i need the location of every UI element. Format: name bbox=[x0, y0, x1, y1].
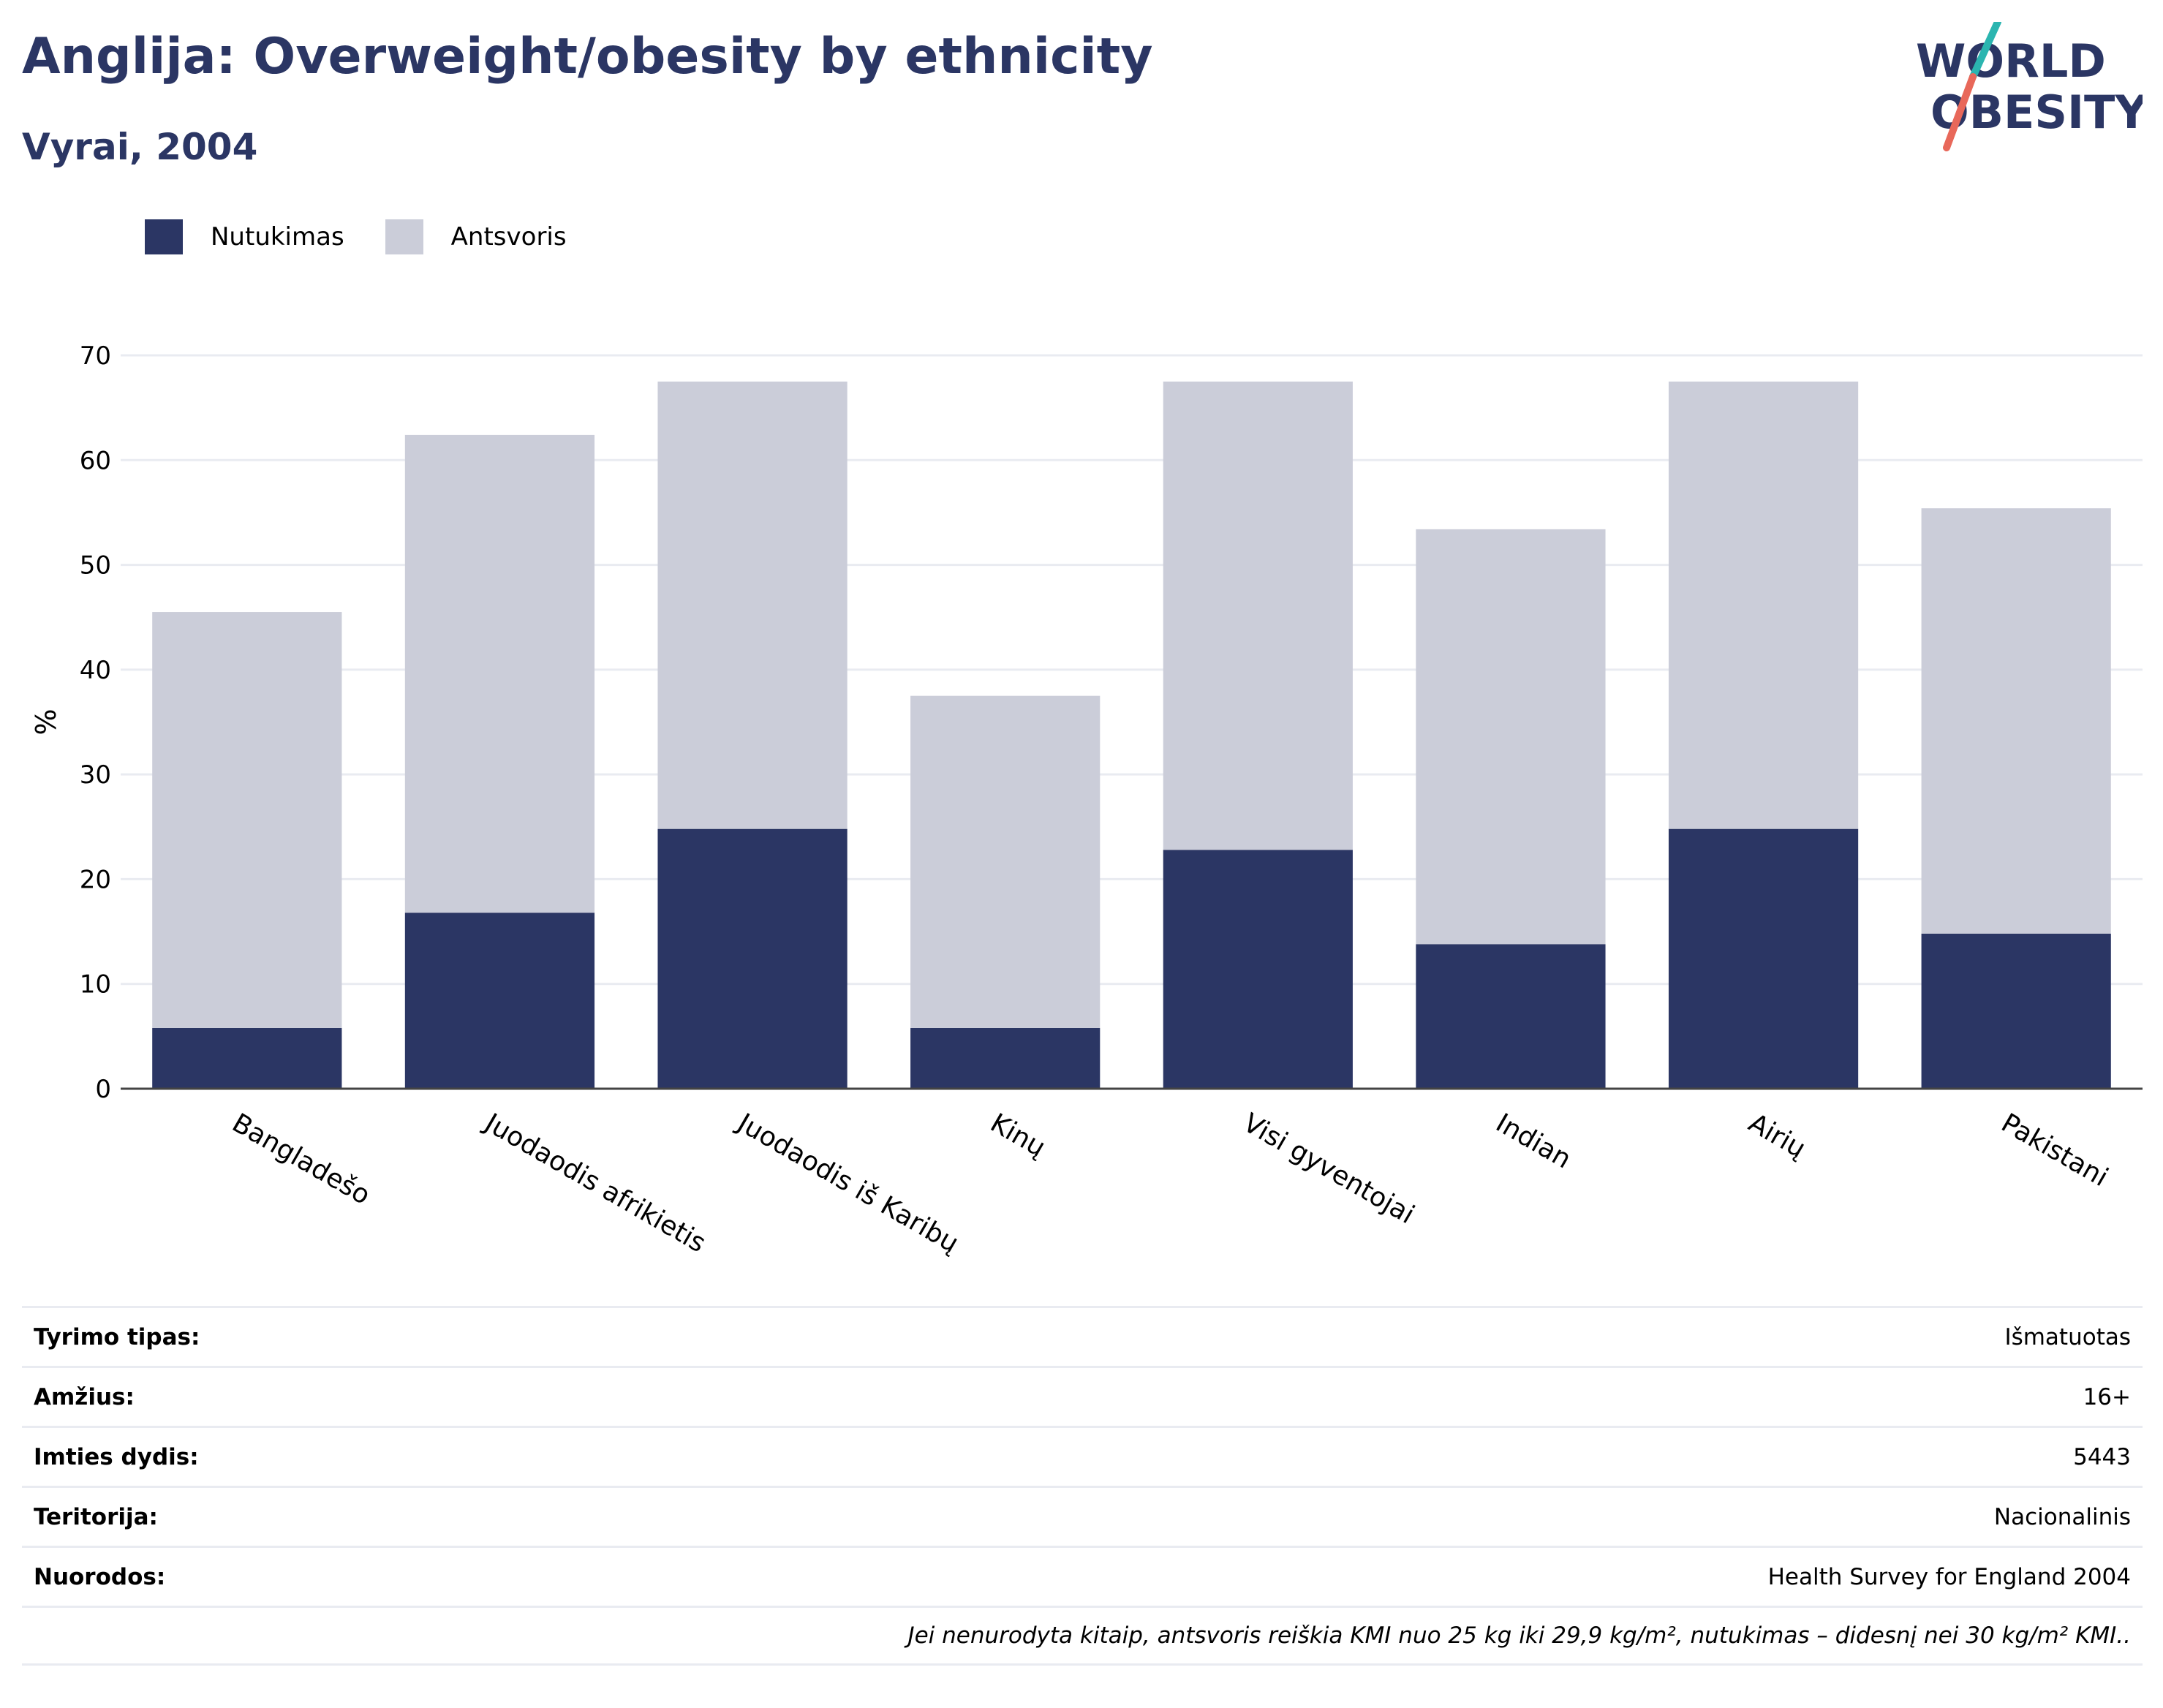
y-tick-label: 40 bbox=[80, 656, 111, 685]
bar-overweight bbox=[152, 612, 342, 1028]
info-row-territory: Teritorija: Nacionalinis bbox=[22, 1486, 2143, 1546]
legend-swatch-obesity bbox=[145, 219, 183, 254]
y-axis-label: % bbox=[30, 708, 62, 735]
bar-overweight bbox=[910, 695, 1101, 1028]
logo-slash-teal bbox=[1969, 22, 2001, 80]
x-tick-label: Kinų bbox=[985, 1108, 1050, 1163]
legend-label-obesity: Nutukimas bbox=[211, 222, 344, 252]
bar-obesity bbox=[1416, 944, 1606, 1089]
info-row-age: Amžius: 16+ bbox=[22, 1366, 2143, 1426]
y-tick-label: 30 bbox=[80, 760, 111, 790]
y-tick-label: 10 bbox=[80, 970, 111, 1000]
legend-swatch-overweight bbox=[385, 219, 423, 254]
info-value: 5443 bbox=[2073, 1443, 2131, 1470]
info-value: Nacionalinis bbox=[1993, 1503, 2131, 1530]
info-row-survey-type: Tyrimo tipas: Išmatuotas bbox=[22, 1306, 2143, 1366]
x-tick-label: Juodaodis iš Karibų bbox=[731, 1107, 964, 1258]
y-tick-label: 70 bbox=[80, 341, 111, 371]
info-row-sample-size: Imties dydis: 5443 bbox=[22, 1426, 2143, 1486]
bar-overweight bbox=[1921, 508, 2111, 934]
bar-overweight bbox=[1668, 381, 1859, 829]
world-obesity-logo: WORLD OBESITY bbox=[1916, 22, 2143, 151]
chart-legend: Nutukimas Antsvoris bbox=[145, 216, 608, 257]
info-value: 16+ bbox=[2083, 1383, 2131, 1410]
info-key: Amžius: bbox=[34, 1383, 135, 1410]
info-value: Health Survey for England 2004 bbox=[1767, 1563, 2131, 1590]
info-row-references: Nuorodos: Health Survey for England 2004 bbox=[22, 1546, 2143, 1606]
y-tick-label: 60 bbox=[80, 446, 111, 475]
bar-overweight bbox=[1416, 529, 1606, 945]
x-tick-label: Bangladešo bbox=[227, 1108, 376, 1211]
info-value: Išmatuotas bbox=[2004, 1323, 2131, 1350]
chart-subtitle: Vyrai, 2004 bbox=[22, 126, 258, 168]
info-key: Teritorija: bbox=[34, 1503, 158, 1530]
x-tick-label: Indian bbox=[1491, 1108, 1577, 1174]
bar-obesity bbox=[910, 1027, 1101, 1089]
bar-obesity bbox=[657, 828, 848, 1089]
y-tick-label: 20 bbox=[80, 865, 111, 894]
logo-slash-coral bbox=[1943, 73, 1977, 151]
x-tick-label: Pakistani bbox=[1996, 1108, 2113, 1193]
info-key: Nuorodos: bbox=[34, 1563, 166, 1590]
chart-title: Anglija: Overweight/obesity by ethnicity bbox=[22, 28, 1153, 86]
bar-overweight bbox=[1163, 381, 1353, 850]
bar-chart: 0 10 20 30 40 50 60 70% Bangladešo Juodaodis afri… bbox=[30, 341, 2143, 1259]
x-tick-label: Juodaodis afrikietis bbox=[478, 1107, 710, 1258]
info-table: Tyrimo tipas: Išmatuotas Amžius: 16+ Imt… bbox=[22, 1306, 2143, 1666]
x-tick-label: Airių bbox=[1743, 1108, 1811, 1164]
y-tick-label: 0 bbox=[95, 1075, 111, 1104]
bar-obesity bbox=[1921, 933, 2111, 1089]
bar-obesity bbox=[1163, 850, 1353, 1089]
bar-overweight bbox=[657, 381, 848, 829]
definition-note: Jei nenurodyta kitaip, antsvoris reiškia… bbox=[22, 1606, 2143, 1666]
legend-item-obesity[interactable]: Nutukimas bbox=[145, 219, 344, 254]
info-key: Imties dydis: bbox=[34, 1443, 199, 1470]
bar-obesity bbox=[404, 912, 595, 1089]
bar-overweight bbox=[404, 434, 595, 913]
logo-text-world: WORLD bbox=[1916, 34, 2106, 88]
info-key: Tyrimo tipas: bbox=[34, 1323, 200, 1350]
bar-obesity bbox=[152, 1027, 342, 1089]
y-tick-label: 50 bbox=[80, 551, 111, 581]
legend-label-overweight: Antsvoris bbox=[450, 222, 567, 252]
legend-item-overweight[interactable]: Antsvoris bbox=[385, 219, 567, 254]
bar-obesity bbox=[1668, 828, 1859, 1089]
x-tick-label: Visi gyventojai bbox=[1238, 1108, 1419, 1230]
